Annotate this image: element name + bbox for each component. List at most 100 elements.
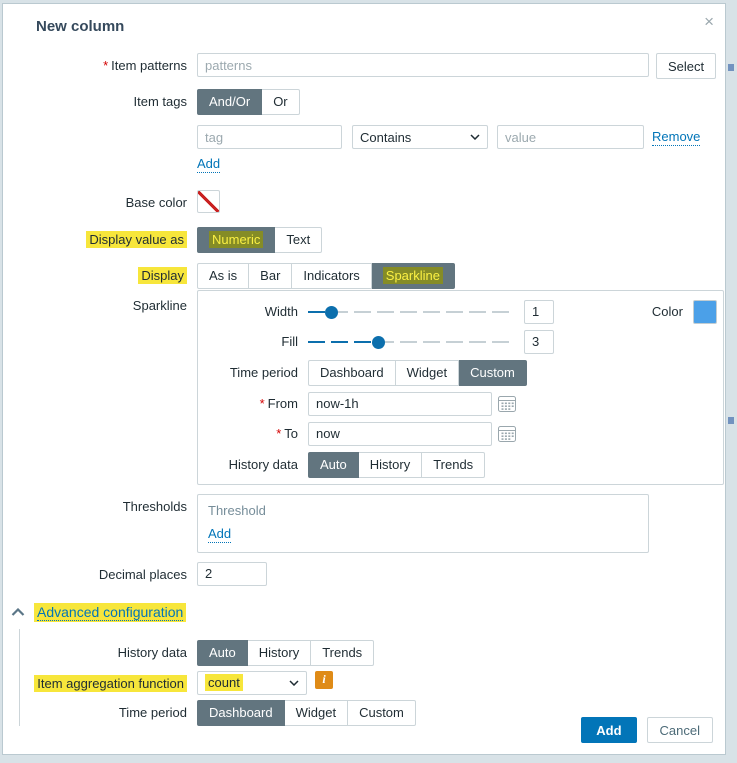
- add-tag-row: Add: [3, 156, 725, 173]
- time-period-option-custom[interactable]: Custom: [459, 359, 527, 386]
- sparkline-from-row: * From: [198, 391, 717, 416]
- chevron-down-icon: [470, 134, 480, 140]
- adv-time-period-option-dashboard[interactable]: Dashboard: [197, 699, 285, 726]
- item-tags-option-or[interactable]: Or: [262, 89, 300, 115]
- display-option-indicators[interactable]: Indicators: [292, 262, 372, 289]
- history-data-option-history[interactable]: History: [358, 451, 423, 478]
- add-tag-link[interactable]: Add: [197, 156, 221, 173]
- chevron-down-icon: [289, 680, 299, 686]
- width-label: Width: [264, 304, 298, 320]
- sparkline-panel: Width Color Fill: [197, 289, 724, 485]
- width-slider-handle[interactable]: [324, 305, 338, 319]
- fill-label: Fill: [281, 334, 298, 350]
- close-icon[interactable]: ×: [704, 12, 714, 31]
- color-label: Color: [651, 304, 683, 320]
- history-data-option-auto[interactable]: Auto: [308, 451, 359, 478]
- adv-time-period-option-widget[interactable]: Widget: [284, 699, 349, 726]
- tag-input[interactable]: [197, 125, 342, 149]
- indent-guide-line: [19, 628, 20, 726]
- chevron-up-icon[interactable]: [11, 608, 25, 617]
- add-button[interactable]: Add: [581, 717, 637, 743]
- item-patterns-row: *Item patterns Select: [3, 53, 725, 79]
- page-title: New column: [36, 18, 125, 35]
- adv-history-data-label: History data: [117, 644, 187, 660]
- sparkline-color-swatch[interactable]: [693, 299, 717, 324]
- base-color-label: Base color: [125, 194, 187, 210]
- item-aggregation-row: Item aggregation function count i: [3, 670, 725, 695]
- add-threshold-link[interactable]: Add: [208, 525, 232, 543]
- fill-slider[interactable]: [308, 335, 515, 349]
- thresholds-label: Thresholds: [122, 498, 187, 514]
- sparkline-width-row: Width Color: [198, 299, 717, 324]
- threshold-column-header: Threshold: [208, 502, 266, 518]
- sparkline-time-period-toggle: Dashboard Widget Custom: [308, 359, 527, 386]
- display-value-option-text[interactable]: Text: [275, 226, 323, 253]
- display-value-as-toggle: Numeric Text: [197, 226, 323, 253]
- width-input[interactable]: [524, 299, 554, 324]
- item-aggregation-select[interactable]: count: [197, 670, 307, 695]
- item-tags-option-andor[interactable]: And/Or: [197, 89, 263, 115]
- adv-history-data-row: History data Auto History Trends: [3, 639, 725, 666]
- new-column-dialog: New column × *Item patterns Select Item …: [2, 3, 726, 755]
- select-button[interactable]: Select: [656, 53, 717, 79]
- fill-input[interactable]: [524, 329, 554, 354]
- history-data-option-trends[interactable]: Trends: [422, 451, 486, 478]
- calendar-icon[interactable]: [498, 425, 516, 443]
- item-tags-toggle: And/Or Or: [197, 89, 300, 115]
- item-patterns-input[interactable]: [197, 53, 649, 77]
- display-value-as-row: Display value as Numeric Text: [3, 226, 725, 253]
- item-tags-label: Item tags: [133, 94, 187, 109]
- display-toggle: As is Bar Indicators Sparkline: [197, 262, 455, 289]
- from-label: * From: [259, 396, 298, 412]
- advanced-configuration-link[interactable]: Advanced configuration: [37, 603, 184, 621]
- time-period-option-dashboard[interactable]: Dashboard: [308, 359, 396, 386]
- adv-history-data-option-history[interactable]: History: [247, 639, 312, 666]
- calendar-icon[interactable]: [498, 395, 516, 413]
- time-period-option-widget[interactable]: Widget: [395, 359, 460, 386]
- info-icon[interactable]: i: [315, 670, 333, 689]
- display-value-option-numeric[interactable]: Numeric: [197, 226, 276, 253]
- tag-operator-value: Contains: [360, 129, 412, 145]
- adv-time-period-row: Time period Dashboard Widget Custom: [3, 699, 725, 726]
- sparkline-color-group: Color: [651, 299, 717, 324]
- thresholds-box: Threshold Add: [197, 493, 649, 553]
- display-option-asis[interactable]: As is: [197, 262, 250, 289]
- fill-slider-handle[interactable]: [372, 335, 386, 349]
- decimal-places-input[interactable]: [197, 561, 267, 586]
- item-aggregation-value: count: [205, 674, 243, 692]
- tag-operator-select[interactable]: Contains: [352, 125, 488, 149]
- adv-history-data-option-trends[interactable]: Trends: [311, 639, 375, 666]
- from-input[interactable]: [308, 391, 492, 416]
- history-data-label: History data: [228, 457, 298, 473]
- dialog-footer: Add Cancel: [581, 717, 713, 743]
- sparkline-history-data-toggle: Auto History Trends: [308, 451, 486, 478]
- sparkline-label: Sparkline: [132, 297, 187, 313]
- cancel-button[interactable]: Cancel: [646, 717, 713, 743]
- adv-time-period-label: Time period: [118, 704, 187, 720]
- sparkline-time-period-row: Time period Dashboard Widget Custom: [198, 359, 717, 386]
- width-slider[interactable]: [308, 305, 515, 319]
- advanced-configuration-section: Advanced configuration History data Auto…: [3, 602, 725, 726]
- item-aggregation-label: Item aggregation function: [3, 671, 197, 692]
- display-option-sparkline[interactable]: Sparkline: [371, 262, 455, 289]
- time-period-label: Time period: [229, 365, 298, 381]
- annotation-artifact: [728, 64, 734, 71]
- base-color-swatch[interactable]: [197, 189, 220, 213]
- tag-value-input[interactable]: [497, 125, 644, 149]
- display-value-as-label: Display value as: [3, 227, 197, 248]
- display-option-bar[interactable]: Bar: [249, 262, 293, 289]
- display-row: Display As is Bar Indicators Sparkline: [3, 262, 725, 289]
- display-label: Display: [3, 263, 197, 284]
- thresholds-row: Thresholds Threshold Add: [3, 493, 725, 553]
- tag-filter-row: Contains Remove: [3, 125, 725, 149]
- sparkline-row: Sparkline Width Color Fill: [3, 289, 725, 485]
- adv-time-period-toggle: Dashboard Widget Custom: [197, 699, 416, 726]
- advanced-configuration-header: Advanced configuration: [11, 602, 725, 622]
- remove-tag-link[interactable]: Remove: [652, 129, 701, 146]
- item-patterns-label: * Item patterns: [103, 58, 187, 73]
- adv-time-period-option-custom[interactable]: Custom: [348, 699, 416, 726]
- item-tags-row: Item tags And/Or Or: [3, 89, 725, 115]
- adv-history-data-option-auto[interactable]: Auto: [197, 639, 248, 666]
- to-input[interactable]: [308, 421, 492, 446]
- to-label: * To: [276, 426, 298, 442]
